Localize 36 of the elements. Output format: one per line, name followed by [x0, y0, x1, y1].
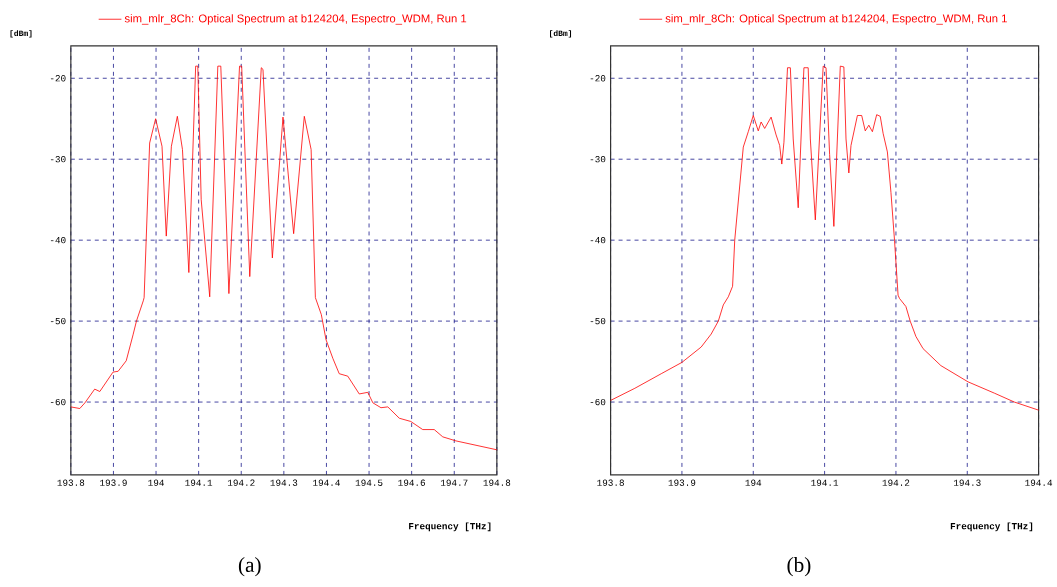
y-tick-label: -60	[590, 399, 606, 406]
x-tick-label: 194.8	[483, 479, 511, 487]
text: (b)	[787, 557, 811, 577]
y-tick-label: -50	[50, 318, 66, 325]
x-tick-label: 193.9	[668, 479, 696, 487]
line-series	[610, 65, 1040, 411]
x-tick-label: 194.3	[953, 479, 981, 487]
y-tick-label: -20	[50, 75, 66, 82]
y-tick-label: -30	[590, 156, 606, 163]
x-tick-label: 194.1	[811, 479, 839, 487]
y-tick-label: -40	[590, 237, 606, 244]
x-tick-label: 194.4	[313, 479, 340, 487]
x-axis-title: Frequency [THz]	[950, 522, 1033, 532]
y-tick-label: -60	[50, 399, 66, 406]
x-tick-label: 194.4	[1025, 479, 1053, 487]
x-tick-label: 193.9	[100, 479, 127, 487]
legend-label: sim_mlr_8Ch: Optical Spectrum at b124204, Espectro_WDM, Run 1	[665, 14, 1007, 25]
y-tick-label: -20	[590, 75, 606, 82]
x-tick-label: 194	[745, 479, 762, 487]
x-tick-label: 194.7	[440, 479, 468, 487]
text: (a)	[238, 557, 261, 577]
x-tick-label: 194.3	[270, 479, 298, 487]
legend-label: sim_mlr_8Ch: Optical Spectrum at b124204, Espectro_WDM, Run 1	[124, 14, 467, 25]
x-tick-label: 194.2	[882, 479, 910, 487]
y-tick-label: -50	[590, 318, 606, 325]
y-tick-label: -30	[50, 156, 66, 163]
x-tick-label: 193.8	[597, 479, 624, 487]
x-tick-label: 194	[148, 479, 164, 487]
x-tick-label: 194.2	[227, 479, 255, 487]
line-series	[70, 65, 498, 451]
x-tick-label: 194.1	[185, 479, 213, 487]
x-axis-title: Frequency [THz]	[409, 522, 491, 532]
x-tick-label: 194.5	[355, 479, 383, 487]
x-tick-label: 193.8	[57, 479, 85, 487]
y-tick-label: -40	[50, 237, 66, 244]
x-tick-label: 194.6	[398, 479, 426, 487]
